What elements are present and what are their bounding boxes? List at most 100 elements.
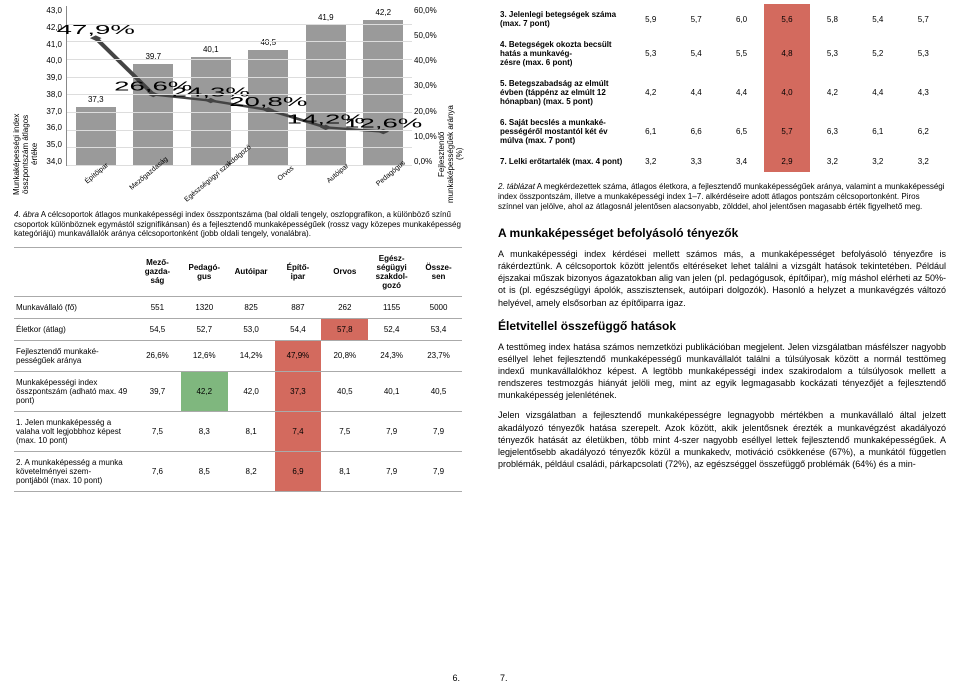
row-header: 2. A munkaképesség a munka követelményei… <box>14 451 134 491</box>
y-left-tick: 41,0 <box>38 40 62 49</box>
table-cell: 7,5 <box>321 411 368 451</box>
table-col-header: Mező-gazda-ság <box>134 247 181 296</box>
y-right-tick: 40,0% <box>414 56 442 65</box>
table-row: Munkavállaló (fő)55113208258872621155500… <box>14 296 462 318</box>
table-col-header: Építő-ipar <box>275 247 322 296</box>
row-header: Munkavállaló (fő) <box>14 296 134 318</box>
row-header: 7. Lelki erőtartalék (max. 4 pont) <box>498 151 628 172</box>
table-cell: 6,1 <box>628 112 673 151</box>
table-cell: 5,3 <box>628 34 673 73</box>
table-cell: 6,2 <box>901 112 946 151</box>
table-row: Munkaképességi indexösszpontszám (adható… <box>14 371 462 411</box>
table2-caption-body: A megkérdezettek száma, átlagos életkora… <box>498 182 945 211</box>
table-col-header: Orvos <box>321 247 368 296</box>
table-row: 6. Saját becslés a munkaké-pességéről mo… <box>498 112 946 151</box>
table-cell: 262 <box>321 296 368 318</box>
table-row: 5. Betegszabadság az elmúlt évben (táppé… <box>498 73 946 112</box>
table-cell: 5,3 <box>901 34 946 73</box>
y-right-tick: 30,0% <box>414 81 442 90</box>
table-cell: 42,2 <box>181 371 228 411</box>
table-cell: 3,2 <box>855 151 900 172</box>
table-cell: 4,2 <box>810 73 855 112</box>
table-row: 2. A munkaképesség a munka követelményei… <box>14 451 462 491</box>
table-cell: 4,3 <box>901 73 946 112</box>
table-cell: 54,5 <box>134 318 181 340</box>
table-cell: 8,2 <box>228 451 275 491</box>
row-header: 1. Jelen munkaképesség a valaha volt leg… <box>14 411 134 451</box>
table-cell: 26,6% <box>134 340 181 371</box>
table-cell: 53,0 <box>228 318 275 340</box>
y-right-tick: 20,0% <box>414 107 442 116</box>
right-column: 3. Jelenlegi betegségek száma (max. 7 po… <box>480 0 960 687</box>
row-header: Fejlesztendő munkaké-pességűek aránya <box>14 340 134 371</box>
table-cell: 4,8 <box>764 34 809 73</box>
y-left-tick: 35,0 <box>38 140 62 149</box>
table-left: Mező-gazda-ságPedagó-gusAutóiparÉpítő-ip… <box>14 247 462 492</box>
table-cell: 5,7 <box>901 4 946 34</box>
gridline <box>67 77 412 78</box>
table-cell: 7,4 <box>275 411 322 451</box>
line-overlay: 47,9%26,6%24,3%20,8%14,2%12,6% <box>67 6 412 165</box>
table-cell: 5,3 <box>810 34 855 73</box>
table-cell: 825 <box>228 296 275 318</box>
table-cell: 54,4 <box>275 318 322 340</box>
table-cell: 52,4 <box>368 318 415 340</box>
table-cell: 20,8% <box>321 340 368 371</box>
paragraph-3: Jelen vizsgálatban a fejlesztendő munkak… <box>498 409 946 470</box>
table-cell: 5,7 <box>673 4 718 34</box>
table-row: Életkor (átlag)54,552,753,054,457,852,45… <box>14 318 462 340</box>
table-cell: 40,1 <box>368 371 415 411</box>
table-cell: 3,2 <box>901 151 946 172</box>
table-cell: 14,2% <box>228 340 275 371</box>
table-cell: 7,9 <box>415 451 462 491</box>
table-cell: 6,0 <box>719 4 764 34</box>
table-col-header <box>14 247 134 296</box>
table-cell: 53,4 <box>415 318 462 340</box>
table-right: 3. Jelenlegi betegségek száma (max. 7 po… <box>498 4 946 172</box>
table-row: 3. Jelenlegi betegségek száma (max. 7 po… <box>498 4 946 34</box>
y-left-tick: 36,0 <box>38 123 62 132</box>
table-cell: 7,9 <box>368 411 415 451</box>
table-cell: 5,8 <box>810 4 855 34</box>
table-cell: 5,5 <box>719 34 764 73</box>
table-cell: 5,4 <box>855 4 900 34</box>
figure-caption-lead: 4. ábra <box>14 210 39 219</box>
table-cell: 2,9 <box>764 151 809 172</box>
y-ticks-right: 60,0%50,0%40,0%30,0%20,0%10,0%0,0% <box>414 6 442 166</box>
table-cell: 12,6% <box>181 340 228 371</box>
table-cell: 3,4 <box>719 151 764 172</box>
y-right-tick: 60,0% <box>414 6 442 15</box>
table-cell: 37,3 <box>275 371 322 411</box>
row-header: 6. Saját becslés a munkaké-pességéről mo… <box>498 112 628 151</box>
table-cell: 5,9 <box>628 4 673 34</box>
left-column: Munkaképességi index összpontszám átlago… <box>0 0 480 687</box>
plot-area: 37,339,740,140,541,942,2 47,9%26,6%24,3%… <box>66 6 412 166</box>
gridline <box>67 94 412 95</box>
row-header: 3. Jelenlegi betegségek száma (max. 7 po… <box>498 4 628 34</box>
table-cell: 40,5 <box>415 371 462 411</box>
row-header: 5. Betegszabadság az elmúlt évben (táppé… <box>498 73 628 112</box>
table-cell: 5000 <box>415 296 462 318</box>
line-value-label: 12,6% <box>344 116 422 130</box>
section-heading-1: A munkaképességet befolyásoló tényezők <box>498 226 946 240</box>
chart-area: Munkaképességi index összpontszám átlago… <box>14 4 462 204</box>
table-cell: 551 <box>134 296 181 318</box>
table-cell: 7,6 <box>134 451 181 491</box>
table-cell: 8,5 <box>181 451 228 491</box>
table-cell: 5,7 <box>764 112 809 151</box>
y-left-tick: 43,0 <box>38 6 62 15</box>
gridline <box>67 130 412 131</box>
line-value-label: 47,9% <box>57 23 135 37</box>
table-row: 4. Betegségek okozta becsült hatás a mun… <box>498 34 946 73</box>
table-cell: 6,1 <box>855 112 900 151</box>
y-right-tick: 10,0% <box>414 132 442 141</box>
table-cell: 7,9 <box>415 411 462 451</box>
table-cell: 57,8 <box>321 318 368 340</box>
table-cell: 4,2 <box>628 73 673 112</box>
table-col-header: Autóipar <box>228 247 275 296</box>
table-row: 1. Jelen munkaképesség a valaha volt leg… <box>14 411 462 451</box>
y-left-tick: 39,0 <box>38 73 62 82</box>
table-cell: 52,7 <box>181 318 228 340</box>
table-cell: 6,3 <box>810 112 855 151</box>
table-cell: 4,0 <box>764 73 809 112</box>
